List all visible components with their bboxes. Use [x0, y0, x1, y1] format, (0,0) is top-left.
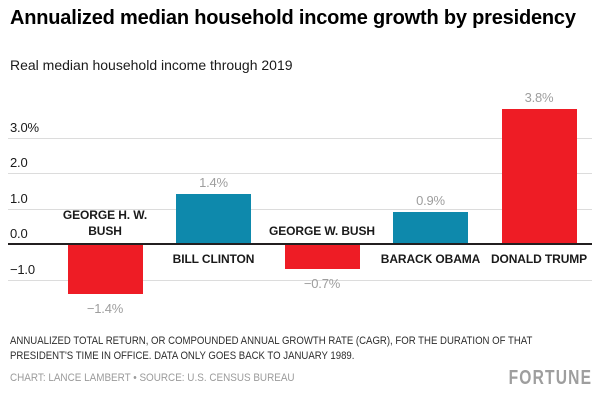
- category-label-george-w-bush: GEORGE W. BUSH: [269, 224, 375, 238]
- fortune-logo: FORTUNE: [508, 367, 592, 389]
- bar-barack-obama: [393, 212, 468, 243]
- gridline: [8, 280, 592, 281]
- gridline: [8, 209, 592, 210]
- category-label-barack-obama: BARACK OBAMA: [380, 252, 481, 266]
- category-label-donald-trump: DONALD TRUMP: [490, 252, 588, 266]
- y-tick-label: −1.0: [10, 262, 35, 277]
- zero-axis-line: [8, 243, 592, 245]
- chart-credit: CHART: LANCE LAMBERT • SOURCE: U.S. CENS…: [10, 372, 295, 384]
- value-label-bill-clinton: 1.4%: [199, 175, 228, 190]
- category-label-bill-clinton: BILL CLINTON: [172, 252, 255, 266]
- y-tick-label: 1.0: [10, 191, 28, 206]
- page-title: Annualized median household income growt…: [10, 7, 576, 29]
- y-tick-label: 0.0: [10, 226, 28, 241]
- category-label-george-h-w-bush: GEORGE H. W. BUSH: [62, 208, 148, 238]
- bar-donald-trump: [501, 109, 577, 243]
- gridline: [8, 173, 592, 174]
- value-label-george-h-w-bush: −1.4%: [86, 301, 124, 316]
- chart-note: ANNUALIZED TOTAL RETURN, OR COMPOUNDED A…: [10, 335, 533, 362]
- value-label-donald-trump: 3.8%: [524, 90, 554, 105]
- gridline: [8, 138, 592, 139]
- value-label-george-w-bush: −0.7%: [303, 276, 341, 291]
- bar-george-w-bush: [284, 245, 360, 269]
- value-label-barack-obama: 0.9%: [416, 193, 445, 208]
- bar-george-h-w-bush: [67, 245, 143, 294]
- y-tick-label: 2.0: [10, 155, 28, 170]
- bar-bill-clinton: [176, 194, 251, 243]
- page-subtitle: Real median household income through 201…: [10, 57, 293, 73]
- y-tick-label: 3.0%: [10, 120, 39, 135]
